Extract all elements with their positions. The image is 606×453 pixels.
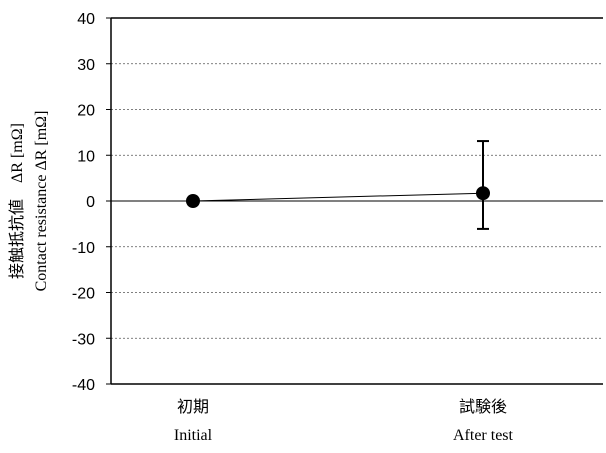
y-axis-ticks: 40 30 20 10 0 -10 -20 -30 -40 [72,11,111,394]
data-point [476,186,490,201]
data-point [186,194,200,208]
y-axis-label-english: Contact resistance ΔR [mΩ] [33,111,50,292]
x-axis-category-labels: 初期 Initial 試験後 After test [174,398,514,444]
y-tick-label: 0 [86,194,95,211]
series-group [186,140,490,230]
gridlines [111,63,603,339]
x-category-label-japanese: 試験後 [459,398,507,416]
y-tick-label: 20 [77,103,95,120]
y-tick-label: -20 [72,286,95,303]
y-axis-title: 接触抵抗値 ΔR [mΩ] Contact resistance ΔR [mΩ] [8,111,50,292]
x-category-label-english: After test [453,427,514,444]
y-tick-label: -40 [72,377,95,394]
y-tick-label: -10 [72,240,95,257]
y-tick-label: -30 [72,331,95,348]
y-tick-label: 10 [77,148,95,165]
y-tick-label: 40 [77,11,95,28]
series-line [192,192,484,202]
x-category-label-english: Initial [174,427,213,444]
y-axis-label-japanese: 接触抵抗値 ΔR [mΩ] [8,123,26,279]
y-tick-label: 30 [77,57,95,74]
x-category-label-japanese: 初期 [177,398,209,416]
